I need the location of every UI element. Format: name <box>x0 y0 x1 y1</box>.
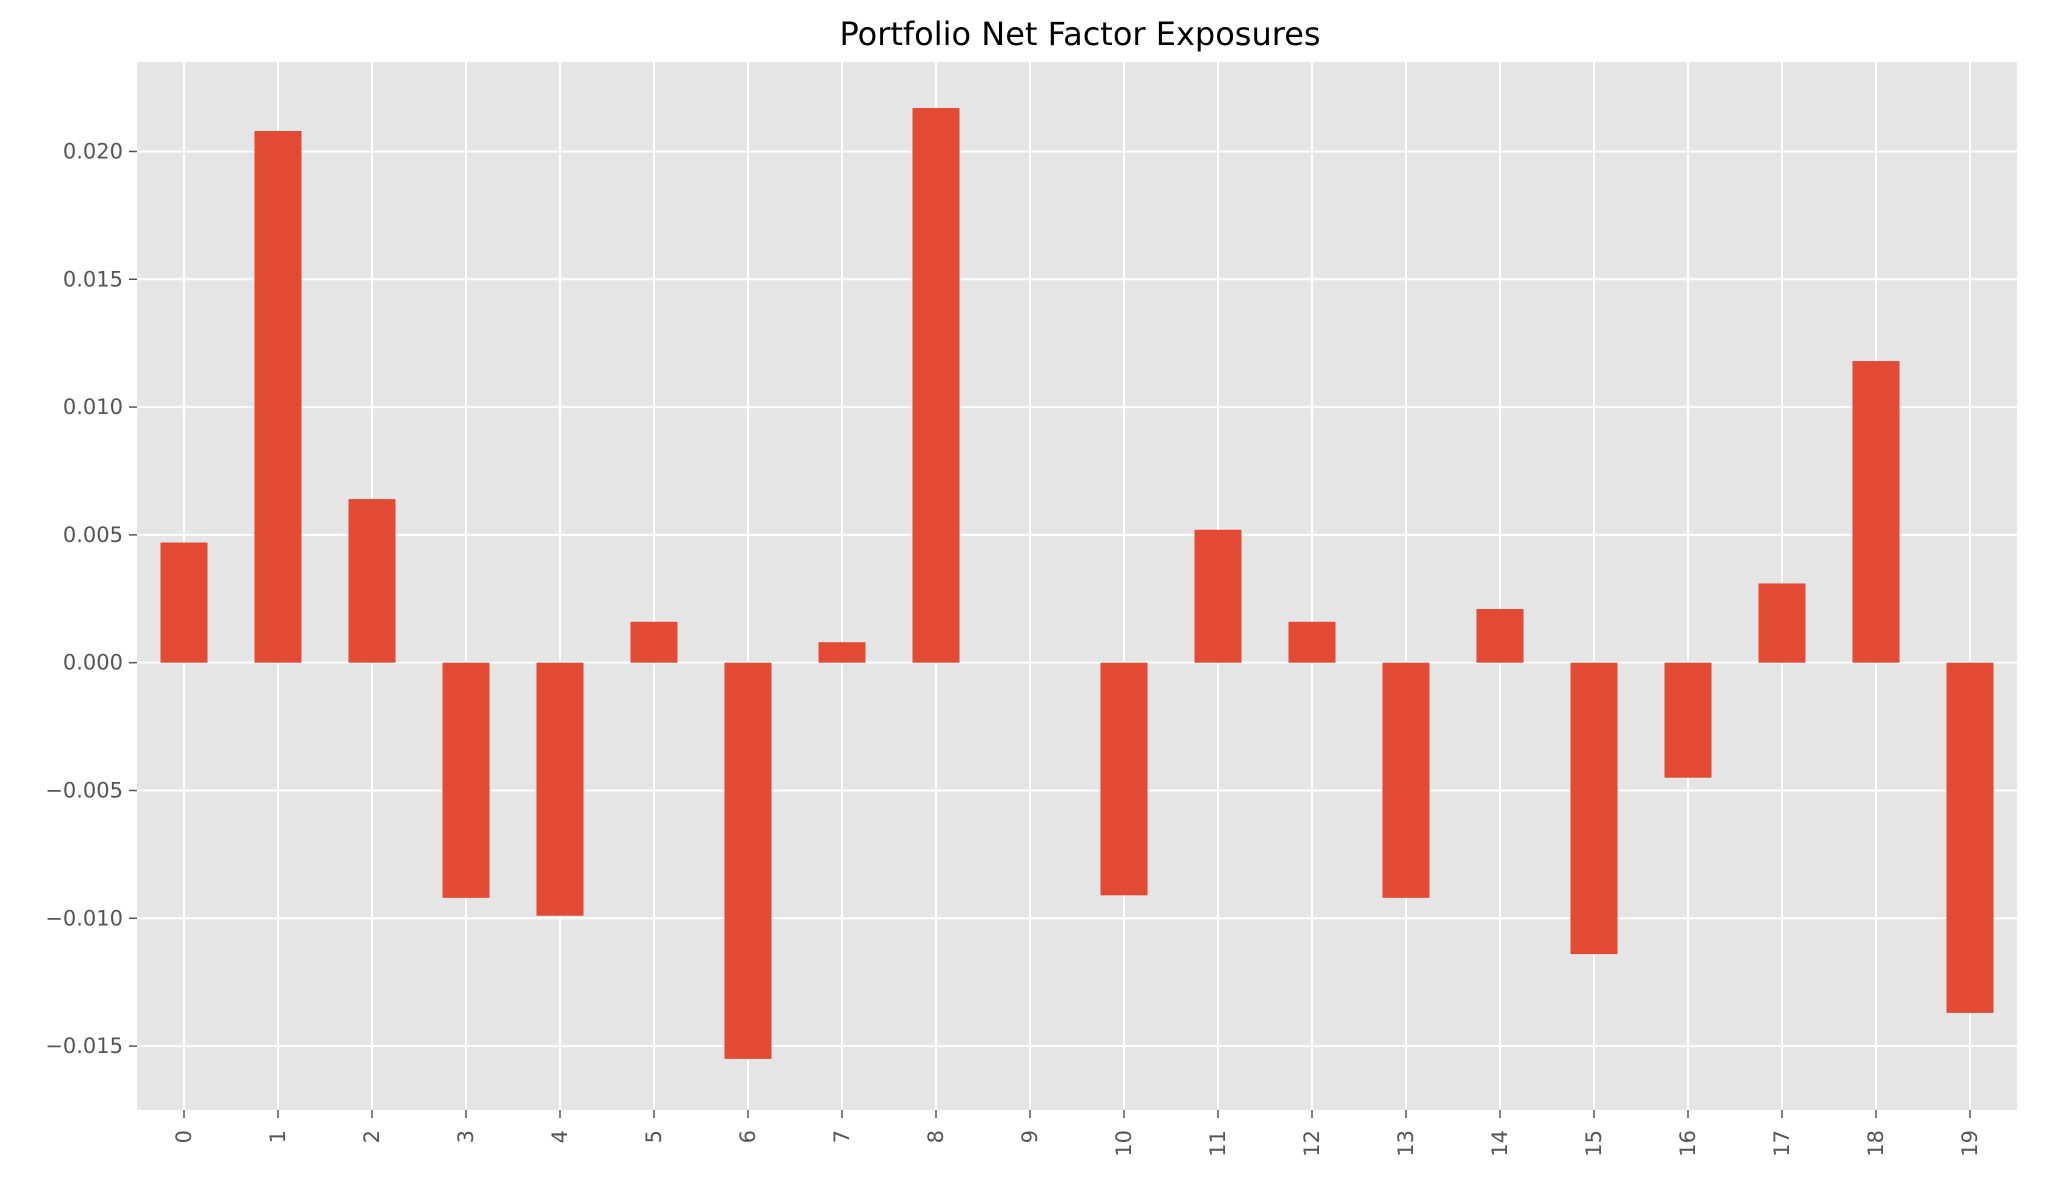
bar <box>1758 583 1806 663</box>
x-tick-label: 2 <box>360 1130 384 1143</box>
x-tick-label: 3 <box>454 1130 478 1143</box>
x-tick-label: 19 <box>1958 1130 1982 1157</box>
y-axis-ticks: −0.015 −0.010 −0.005 0.000 0.005 0.010 0.015 0.… <box>45 139 137 1058</box>
bar <box>724 662 772 1059</box>
x-axis-ticks: 0 1 2 3 4 5 6 7 8 9 10 11 12 13 14 15 16 17 18 19 <box>172 1110 1982 1157</box>
x-tick-label: 12 <box>1300 1130 1324 1157</box>
bars <box>160 108 1994 1059</box>
x-tick-label: 6 <box>736 1130 760 1143</box>
bar <box>1946 662 1994 1013</box>
x-tick-label: 14 <box>1488 1130 1512 1157</box>
y-tick-label: 0.015 <box>63 267 123 291</box>
bar <box>1382 662 1430 898</box>
y-tick-label: 0.000 <box>63 651 123 675</box>
x-tick-label: 8 <box>924 1130 948 1143</box>
bar <box>160 542 208 663</box>
x-tick-label: 11 <box>1206 1130 1230 1157</box>
x-tick-label: 1 <box>266 1130 290 1143</box>
x-tick-label: 5 <box>642 1130 666 1143</box>
x-tick-label: 18 <box>1864 1130 1888 1157</box>
bar <box>254 131 302 663</box>
x-tick-label: 10 <box>1112 1130 1136 1157</box>
bar <box>1476 609 1524 663</box>
bar <box>1100 662 1148 896</box>
x-tick-label: 7 <box>830 1130 854 1143</box>
x-tick-label: 15 <box>1582 1130 1606 1157</box>
bar <box>348 499 396 663</box>
y-tick-label: 0.005 <box>63 523 123 547</box>
plot-area <box>137 62 2017 1110</box>
bar <box>818 642 866 663</box>
bar <box>442 662 490 898</box>
y-tick-label: −0.005 <box>45 778 123 802</box>
grid-lines <box>137 62 2017 1110</box>
y-tick-label: 0.010 <box>63 395 123 419</box>
bar <box>1852 361 1900 663</box>
bar <box>1664 662 1712 778</box>
x-tick-label: 9 <box>1018 1130 1042 1143</box>
y-tick-label: 0.020 <box>63 139 123 163</box>
bar <box>1288 621 1336 663</box>
bar <box>1570 662 1618 955</box>
x-tick-label: 16 <box>1676 1130 1700 1157</box>
x-tick-label: 0 <box>172 1130 196 1143</box>
y-tick-label: −0.015 <box>45 1034 123 1058</box>
chart-title: Portfolio Net Factor Exposures <box>839 15 1320 53</box>
bar <box>536 662 584 916</box>
x-tick-label: 17 <box>1770 1130 1794 1157</box>
x-tick-label: 4 <box>548 1130 572 1143</box>
x-tick-label: 13 <box>1394 1130 1418 1157</box>
y-tick-label: −0.010 <box>45 906 123 930</box>
bar <box>1194 529 1242 663</box>
bar <box>630 621 678 663</box>
bar <box>912 108 960 663</box>
